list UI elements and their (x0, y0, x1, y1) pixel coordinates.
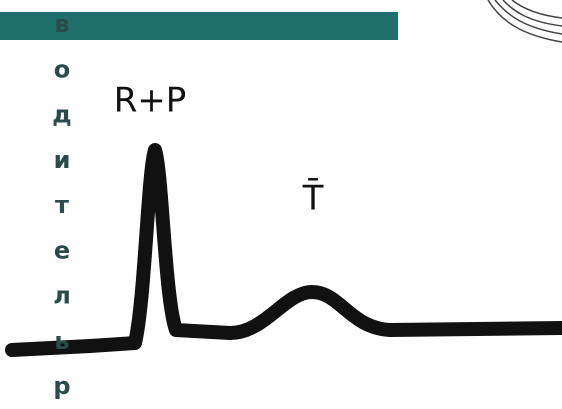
vertical-letter: д (52, 101, 71, 129)
vertical-letter: л (53, 282, 71, 310)
vertical-letter: и (54, 146, 71, 174)
vertical-letter: р (53, 372, 70, 400)
vertical-letter: е (54, 236, 70, 264)
vertical-letter: т (55, 191, 69, 219)
slide: водительр R+P T̄ (0, 0, 562, 409)
vertical-letter: в (54, 10, 69, 38)
vertical-letter: ь (54, 327, 69, 355)
vertical-letter: о (54, 55, 71, 83)
wave-label: T̄ (302, 177, 324, 218)
sketch (488, 0, 562, 42)
peak-label: R+P (114, 81, 187, 121)
page: водительр R+P T̄ (() => { const data = J… (0, 0, 562, 409)
ecg-trace (12, 150, 562, 350)
